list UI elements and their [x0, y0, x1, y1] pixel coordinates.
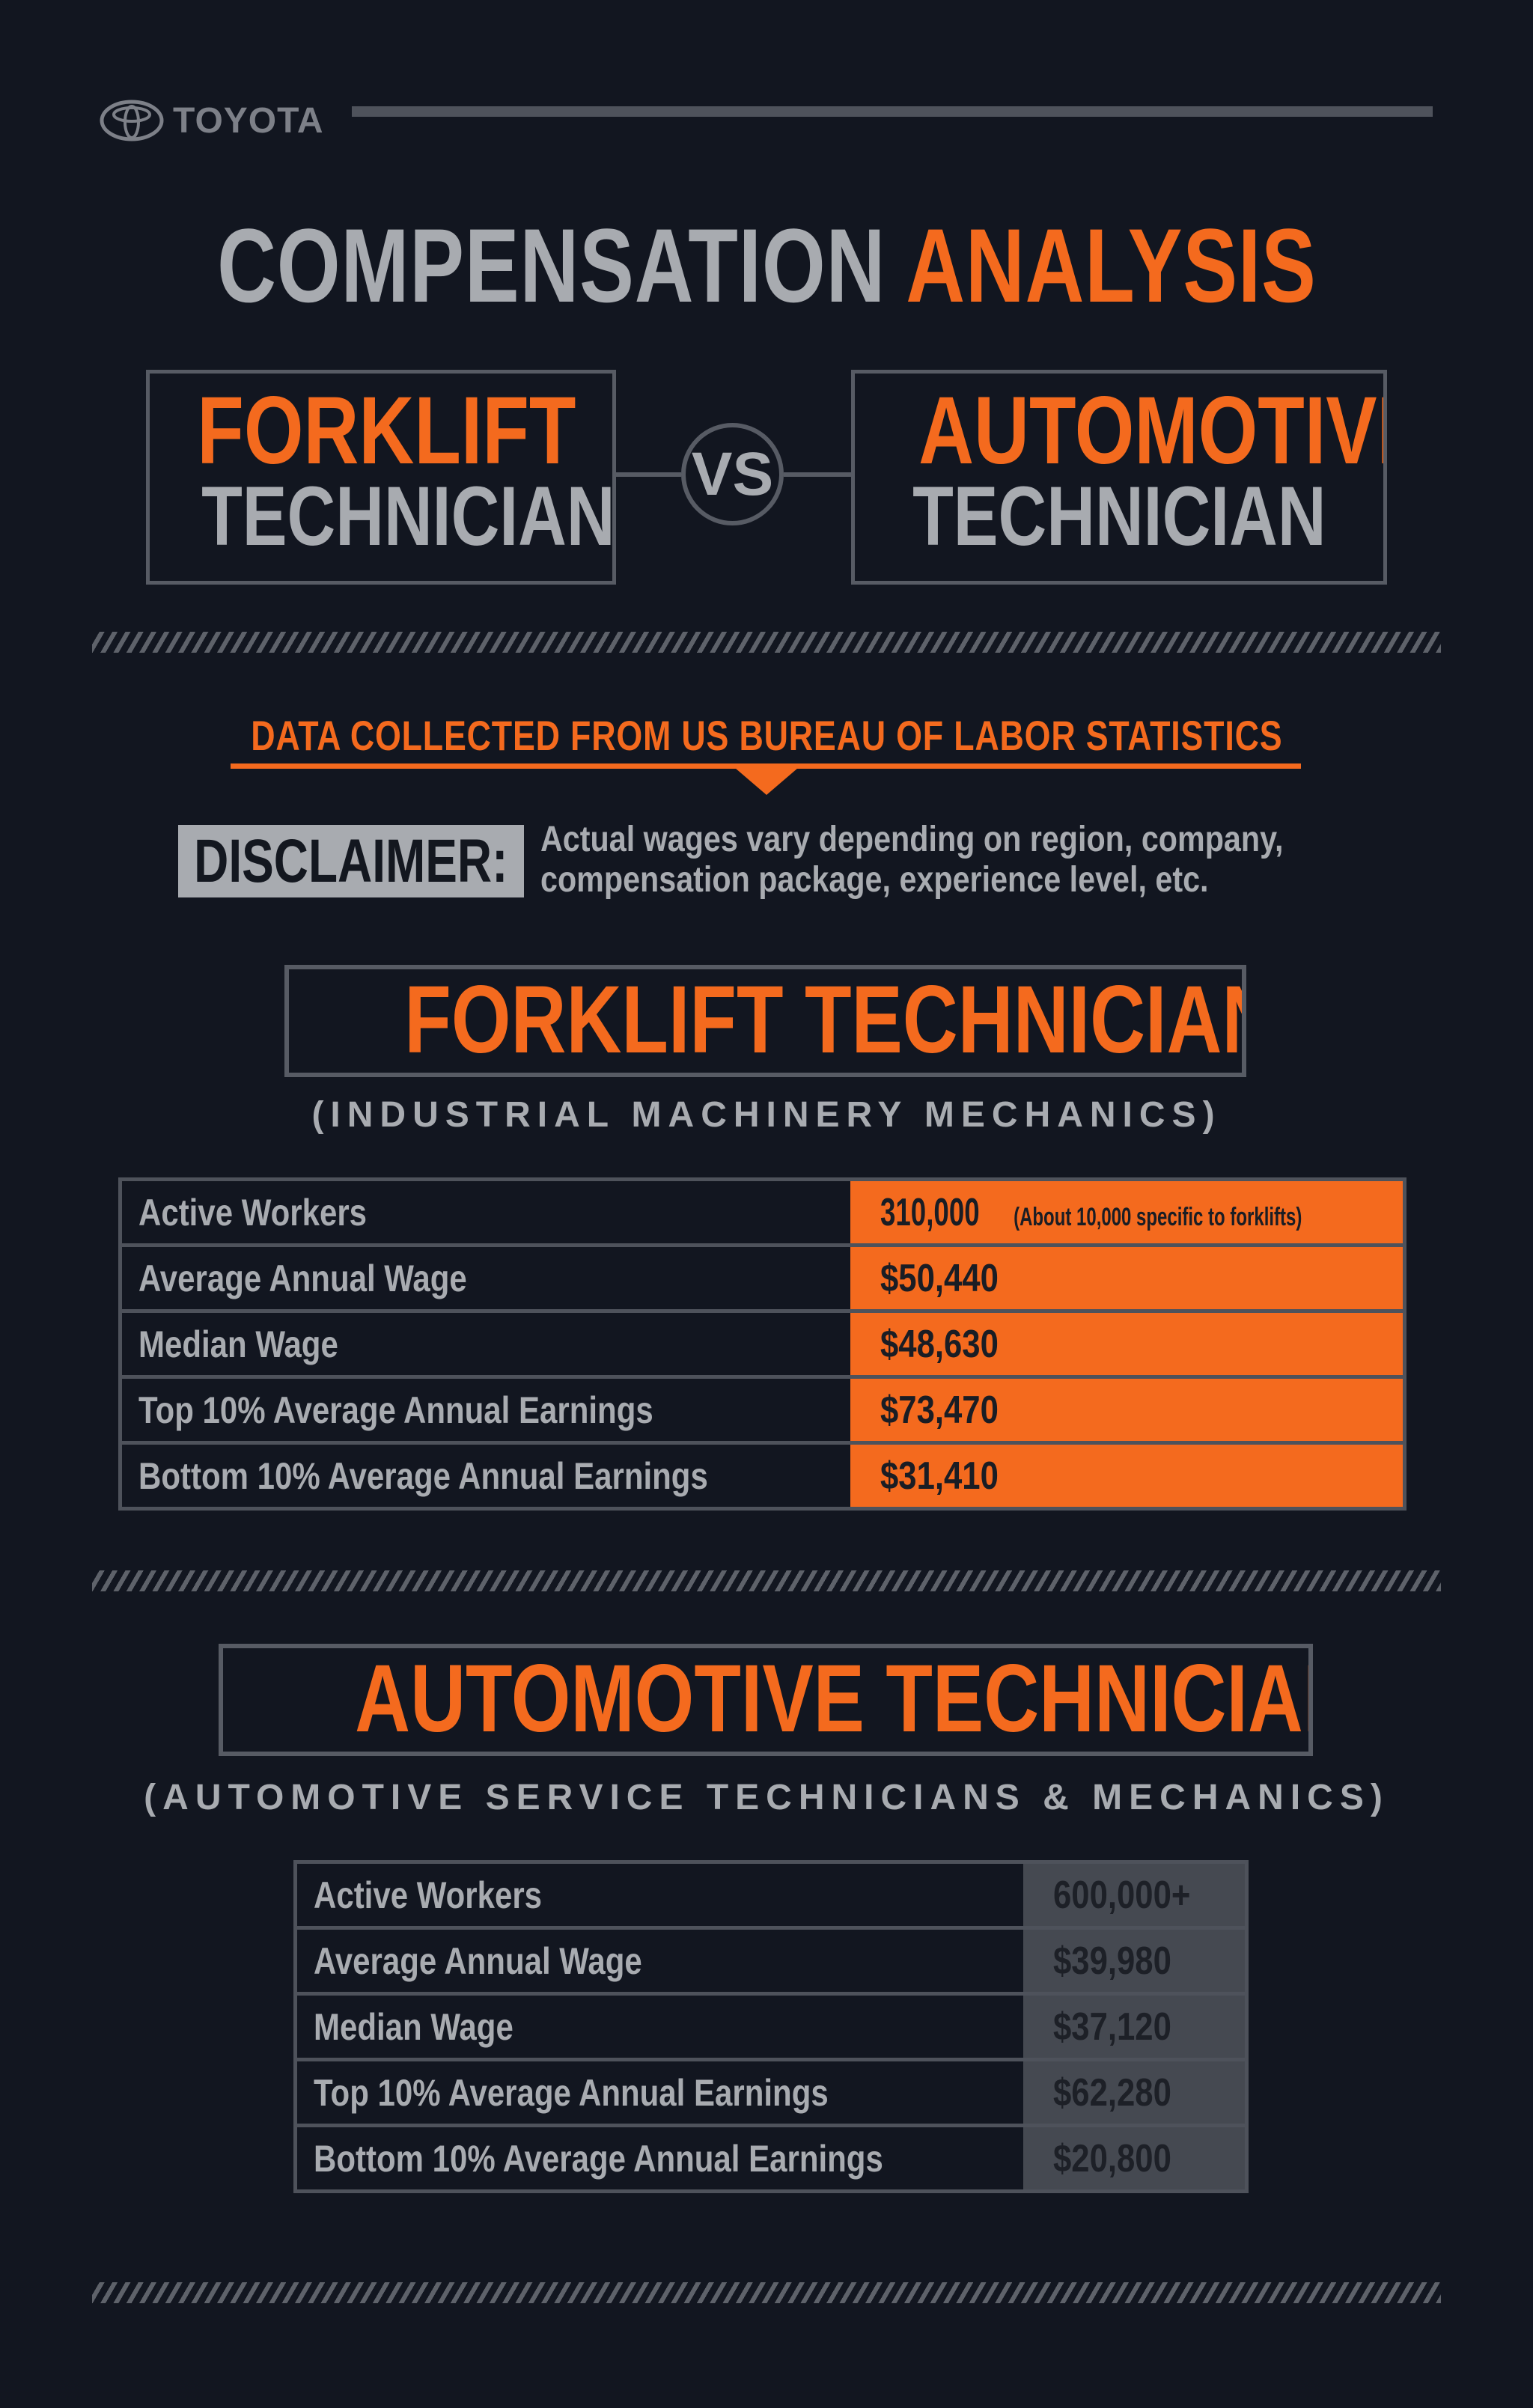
- title-part-1: COMPENSATION: [216, 207, 886, 324]
- disclaimer-line-2: compensation package, experience level, …: [540, 860, 1209, 900]
- table-row: Active Workers 310,000 (About 10,000 spec…: [118, 1177, 1406, 1247]
- row-label: Top 10% Average Annual Earnings: [138, 1389, 653, 1431]
- row-label: Active Workers: [314, 1874, 543, 1916]
- table-row: Active Workers 600,000+: [293, 1860, 1249, 1930]
- table-row: Median Wage $37,120: [293, 1992, 1249, 2061]
- table-row: Top 10% Average Annual Earnings $73,470: [118, 1375, 1406, 1445]
- title-part-2: ANALYSIS: [905, 207, 1317, 324]
- row-label: Bottom 10% Average Annual Earnings: [138, 1454, 708, 1497]
- row-value: $37,120: [1053, 2005, 1171, 2049]
- row-value: $50,440: [880, 1256, 999, 1300]
- row-value: $39,980: [1053, 1939, 1171, 1983]
- down-arrow-icon: [735, 768, 798, 795]
- source-underline: [231, 763, 1301, 769]
- vs-connector-left: [616, 472, 681, 477]
- automotive-technician-box: AUTOMOTIVE TECHNICIAN: [851, 370, 1387, 585]
- toyota-emblem-icon: [100, 100, 164, 141]
- row-value: $31,410: [880, 1454, 999, 1498]
- hatched-divider-3: [92, 2282, 1441, 2303]
- brand-logo: TOYOTA: [100, 98, 324, 143]
- table-row: Bottom 10% Average Annual Earnings $20,8…: [293, 2124, 1249, 2193]
- forklift-heading-text: FORKLIFT TECHNICIANS: [404, 966, 1246, 1073]
- hatched-divider-2: [92, 1570, 1441, 1591]
- hatched-divider-1: [92, 632, 1441, 653]
- row-value: $48,630: [880, 1322, 999, 1366]
- forklift-technician-box: FORKLIFT TECHNICIAN: [146, 370, 616, 585]
- table-row: Top 10% Average Annual Earnings $62,280: [293, 2058, 1249, 2127]
- header-rule: [352, 106, 1433, 117]
- disclaimer-label: DISCLAIMER:: [194, 826, 508, 895]
- row-label: Bottom 10% Average Annual Earnings: [314, 2137, 883, 2180]
- automotive-label: AUTOMOTIVE: [918, 377, 1387, 484]
- vs-connector-right: [784, 472, 851, 477]
- automotive-technician-label: TECHNICIAN: [912, 469, 1326, 563]
- table-row: Median Wage $48,630: [118, 1309, 1406, 1379]
- table-row: Average Annual Wage $39,980: [293, 1926, 1249, 1996]
- row-label: Median Wage: [314, 2005, 513, 2048]
- row-label: Median Wage: [138, 1323, 338, 1365]
- row-label: Active Workers: [138, 1191, 368, 1234]
- row-label: Average Annual Wage: [138, 1257, 467, 1299]
- row-label: Average Annual Wage: [314, 1939, 642, 1982]
- vs-label: VS: [691, 439, 774, 508]
- forklift-section-heading: FORKLIFT TECHNICIANS: [284, 965, 1246, 1077]
- disclaimer-line-1: Actual wages vary depending on region, c…: [540, 820, 1284, 859]
- page-title: COMPENSATION ANALYSIS: [0, 210, 1533, 322]
- automotive-section-heading: AUTOMOTIVE TECHNICIANS: [219, 1644, 1313, 1756]
- table-row: Bottom 10% Average Annual Earnings $31,4…: [118, 1441, 1406, 1511]
- forklift-label: FORKLIFT: [197, 377, 576, 484]
- data-source-text: DATA COLLECTED FROM US BUREAU OF LABOR S…: [250, 712, 1283, 759]
- table-row: Average Annual Wage $50,440: [118, 1243, 1406, 1313]
- row-value: 310,000 (About 10,000 specific to forklif…: [880, 1190, 1302, 1234]
- row-value: $62,280: [1053, 2070, 1171, 2115]
- row-value: 600,000+: [1053, 1873, 1191, 1917]
- forklift-subheading: (INDUSTRIAL MACHINERY MECHANICS): [311, 1095, 1222, 1135]
- disclaimer-text: Actual wages vary depending on region, c…: [540, 820, 1439, 900]
- row-value: $73,470: [880, 1388, 999, 1432]
- row-note: (About 10,000 specific to forklifts): [1014, 1202, 1302, 1231]
- row-value: $20,800: [1053, 2136, 1171, 2180]
- row-label: Top 10% Average Annual Earnings: [314, 2071, 829, 2114]
- automotive-heading-text: AUTOMOTIVE TECHNICIANS: [355, 1645, 1313, 1752]
- brand-name: TOYOTA: [173, 100, 324, 141]
- automotive-subheading: (AUTOMOTIVE SERVICE TECHNICIANS & MECHAN…: [144, 1778, 1389, 1817]
- disclaimer-badge: DISCLAIMER:: [178, 825, 524, 897]
- forklift-technician-label: TECHNICIAN: [201, 469, 615, 563]
- data-source: DATA COLLECTED FROM US BUREAU OF LABOR S…: [0, 711, 1533, 760]
- forklift-table: Active Workers 310,000 (About 10,000 spec…: [118, 1177, 1406, 1511]
- vs-badge: VS: [681, 423, 784, 525]
- automotive-table: Active Workers 600,000+ Average Annual W…: [293, 1860, 1249, 2193]
